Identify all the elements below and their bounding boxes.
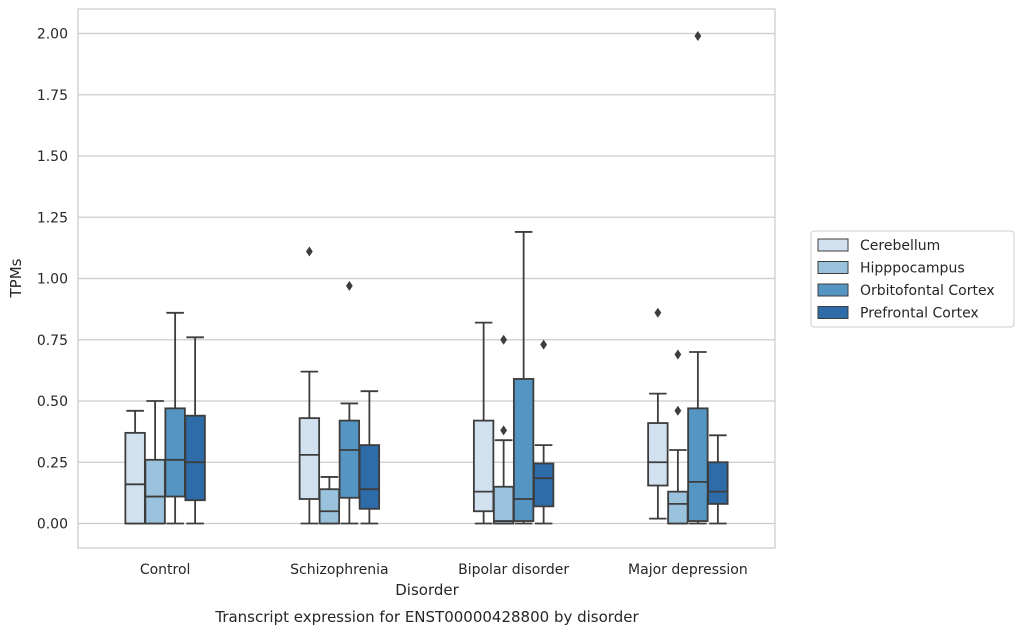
legend-label: Cerebellum: [860, 238, 940, 254]
box-body: [184, 414, 206, 502]
legend-swatch: [817, 306, 849, 319]
box-body: [144, 458, 166, 525]
box-body: [707, 461, 729, 505]
chart-caption: Transcript expression for ENST0000042880…: [214, 608, 639, 626]
box-group: [687, 30, 709, 525]
legend-swatch: [817, 261, 849, 274]
box-group: [472, 321, 495, 525]
box-body: [512, 378, 535, 522]
box-group: [532, 339, 555, 525]
y-tick-label: 0.75: [37, 333, 68, 349]
legend-label: Orbitofontal Cortex: [860, 283, 995, 299]
box-body: [164, 407, 186, 498]
box-body: [358, 444, 381, 510]
plot-frame: [77, 8, 776, 549]
box-body: [318, 488, 341, 525]
box-plot-marks: [124, 30, 729, 525]
outlier-marker: [694, 30, 702, 41]
box-body: [298, 417, 321, 500]
outlier-marker: [500, 425, 508, 436]
outlier-marker: [540, 339, 548, 350]
box-group: [667, 349, 689, 525]
outlier-marker: [345, 280, 353, 291]
box-body: [532, 462, 555, 508]
y-axis-ticks: 0.00 0.25 0.50 0.75 1.00 1.25 1.50 1.75 2.00: [37, 27, 68, 533]
y-tick-label: 2.00: [37, 27, 68, 43]
legend: Cerebellum Hipppocampus Orbitofontal Corte…: [810, 230, 1015, 328]
outlier-marker: [305, 246, 313, 257]
x-axis-ticks: Control Schizophrenia Bipolar disorder Majo…: [140, 562, 748, 578]
box-body: [687, 407, 709, 522]
box-group: [184, 336, 206, 525]
box-body: [667, 490, 689, 525]
y-tick-label: 1.50: [37, 149, 68, 165]
box-group: [707, 434, 729, 525]
y-tick-label: 1.25: [37, 210, 68, 226]
legend-label: Prefrontal Cortex: [860, 306, 979, 322]
legend-frame: [810, 230, 1015, 328]
legend-swatch: [817, 238, 849, 252]
box-group: [358, 390, 381, 525]
legend-label: Hipppocampus: [860, 261, 965, 277]
box-group: [164, 311, 186, 525]
box-group: [647, 307, 669, 520]
box-group: [318, 476, 341, 525]
x-tick-label: Major depression: [628, 562, 748, 578]
box-group: [512, 231, 535, 525]
box-group: [144, 400, 166, 525]
outlier-marker: [654, 307, 662, 318]
y-tick-label: 1.00: [37, 272, 68, 288]
box-group: [338, 280, 361, 525]
box-body: [472, 419, 495, 513]
legend-swatch: [817, 283, 849, 297]
y-tick-label: 0.00: [37, 517, 68, 533]
y-tick-label: 0.50: [37, 394, 68, 410]
box-body: [338, 419, 361, 499]
y-axis-label: TPMs: [7, 258, 25, 298]
box-body: [124, 431, 146, 525]
box-group: [124, 409, 146, 525]
box-body: [647, 422, 669, 487]
outlier-marker: [674, 405, 682, 416]
x-tick-label: Bipolar disorder: [458, 562, 569, 578]
outlier-marker: [674, 349, 682, 360]
x-axis-label: Disorder: [395, 581, 459, 599]
outlier-marker: [500, 334, 508, 345]
box-body: [492, 485, 515, 525]
y-tick-label: 1.75: [37, 88, 68, 104]
box-group: [492, 334, 515, 525]
y-tick-label: 0.25: [37, 455, 68, 471]
box-group: [298, 246, 321, 525]
x-tick-label: Schizophrenia: [290, 562, 388, 578]
x-tick-label: Control: [140, 562, 191, 578]
